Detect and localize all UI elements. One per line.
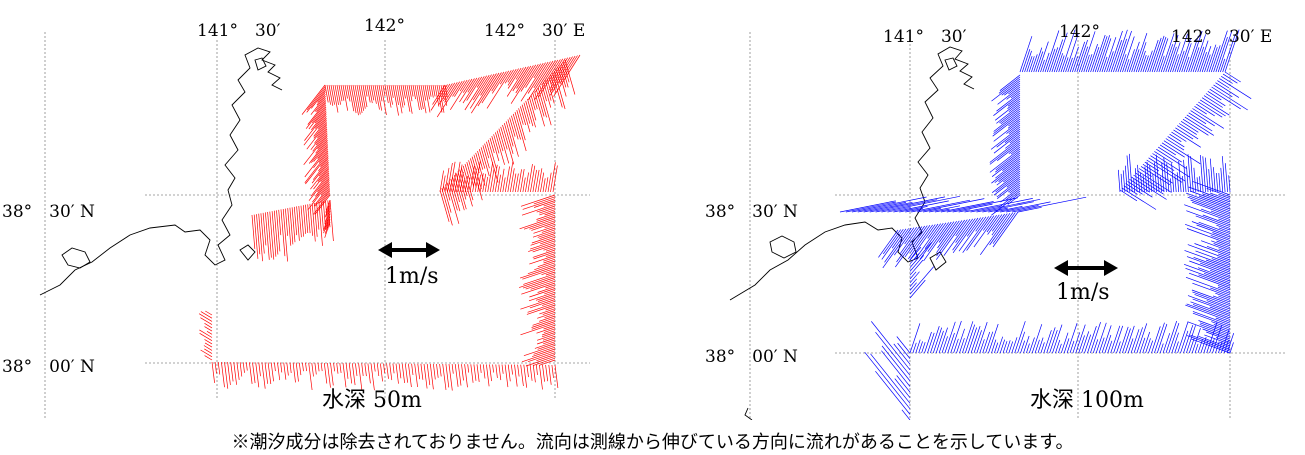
scale-label: 1m/s [1056,280,1110,305]
lat-label-38-30: 38° 30′ N [705,202,798,222]
coastline [729,46,975,420]
graticule [145,40,590,400]
lon-label-142-30: 142° 30′ E [484,21,586,41]
lat-label-38-30: 38° 30′ N [2,202,95,222]
footnote: ※潮汐成分は除去されておりません。流向は測線から伸びている方向に流れがあることを… [231,432,1074,453]
depth-label: 水深 100m [1030,388,1144,413]
current-vectors-100m [839,29,1252,420]
current-map-100m: 141° 30′ 142° 142° 30′ E 38° 30′ N 38° 0… [700,0,1305,420]
lat-label-38-00: 38° 00′ N [705,347,798,367]
lon-label-142: 142° [364,16,405,36]
lon-label-142-30: 142° 30′ E [1171,27,1273,47]
scale-arrow [378,242,440,258]
lon-label-142: 142° [1059,22,1100,42]
scale-label: 1m/s [385,264,439,289]
lon-label-141-30: 141° 30′ [197,21,281,41]
coastline [39,47,283,296]
map-canvas-100m [729,29,1285,420]
depth-label: 水深 50m [322,388,422,413]
current-map-50m: 141° 30′ 142° 142° 30′ E 38° 30′ N 38° 0… [0,0,640,420]
scale-arrow [1054,260,1118,276]
map-canvas-50m [39,32,590,420]
current-vectors-50m [198,54,581,391]
lat-label-38-00: 38° 00′ N [2,357,95,377]
lon-label-141-30: 141° 30′ [883,27,967,47]
